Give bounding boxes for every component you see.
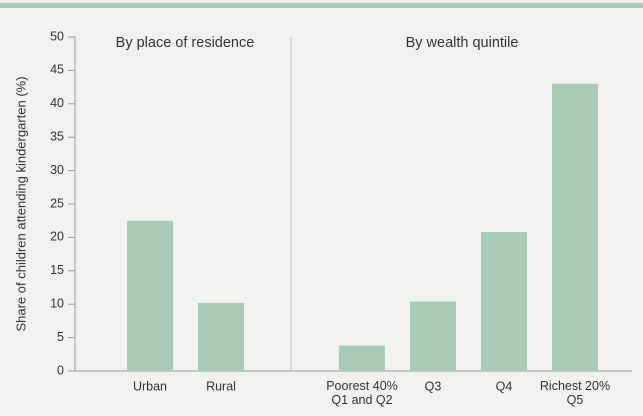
- bar: [481, 232, 527, 371]
- x-tick-label: Poorest 40% Q1 and Q2: [326, 379, 398, 407]
- y-tick-label: 45: [50, 63, 64, 77]
- y-tick-label: 50: [50, 29, 64, 43]
- bar: [339, 345, 385, 371]
- y-tick-label: 25: [50, 196, 64, 210]
- y-tick-label: 35: [50, 129, 64, 143]
- x-tick-label: Q3: [425, 379, 442, 393]
- x-tick-label: Urban: [133, 379, 167, 393]
- bar: [552, 83, 598, 371]
- y-tick-label: 30: [50, 163, 64, 177]
- y-tick-label: 5: [57, 330, 64, 344]
- y-axis-label: Share of children attending kindergarten…: [13, 76, 28, 331]
- y-tick-label: 20: [50, 230, 64, 244]
- bar: [127, 220, 173, 371]
- x-tick-label: Q4: [496, 379, 513, 393]
- y-tick-label: 40: [50, 96, 64, 110]
- y-tick-label: 15: [50, 263, 64, 277]
- x-tick-label: Rural: [206, 379, 236, 393]
- bar: [198, 302, 244, 371]
- y-tick-label: 10: [50, 296, 64, 310]
- y-tick-label: 0: [57, 363, 64, 377]
- group-label: By wealth quintile: [406, 35, 519, 51]
- group-label: By place of residence: [116, 35, 255, 51]
- bar: [410, 301, 456, 371]
- top-band: [0, 3, 643, 8]
- x-tick-label: Richest 20% Q5: [540, 379, 610, 407]
